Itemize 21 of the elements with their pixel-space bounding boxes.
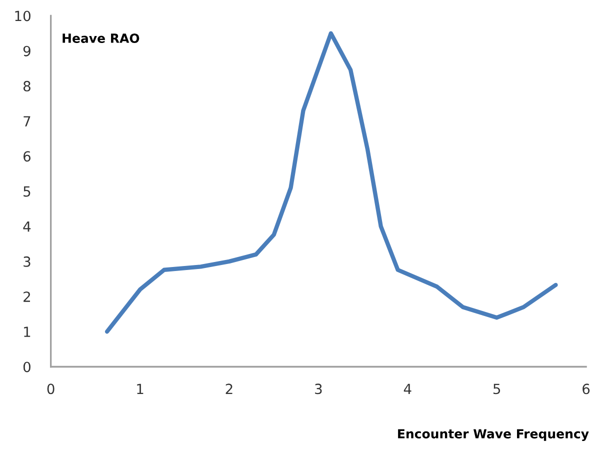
y-tick-label: 3 bbox=[24, 256, 30, 267]
x-tick-label: 2 bbox=[226, 384, 232, 394]
x-tick-label: 3 bbox=[315, 384, 322, 394]
y-tick-label: 8 bbox=[23, 80, 30, 92]
x-tick-label: 4 bbox=[404, 384, 412, 394]
y-tick-label: 10 bbox=[15, 10, 30, 22]
y-tick-label: 1 bbox=[24, 326, 30, 337]
y-axis-title: Heave RAO bbox=[62, 34, 140, 43]
y-tick-label: 9 bbox=[23, 46, 30, 56]
x-tick-label: 0 bbox=[47, 384, 54, 394]
x-tick-label: 1 bbox=[137, 384, 144, 394]
x-tick-label: 6 bbox=[582, 384, 590, 394]
y-tick-label: 0 bbox=[23, 362, 30, 372]
y-tick-label: 4 bbox=[23, 222, 31, 232]
y-tick-label: 7 bbox=[24, 116, 30, 126]
line-series bbox=[104, 31, 558, 334]
x-axis-title: Encounter Wave Frequency bbox=[398, 429, 589, 441]
y-tick-label: 6 bbox=[24, 151, 31, 162]
x-tick-label: 5 bbox=[493, 384, 500, 394]
y-tick-label: 2 bbox=[24, 292, 30, 302]
y-tick-label: 5 bbox=[24, 186, 30, 197]
